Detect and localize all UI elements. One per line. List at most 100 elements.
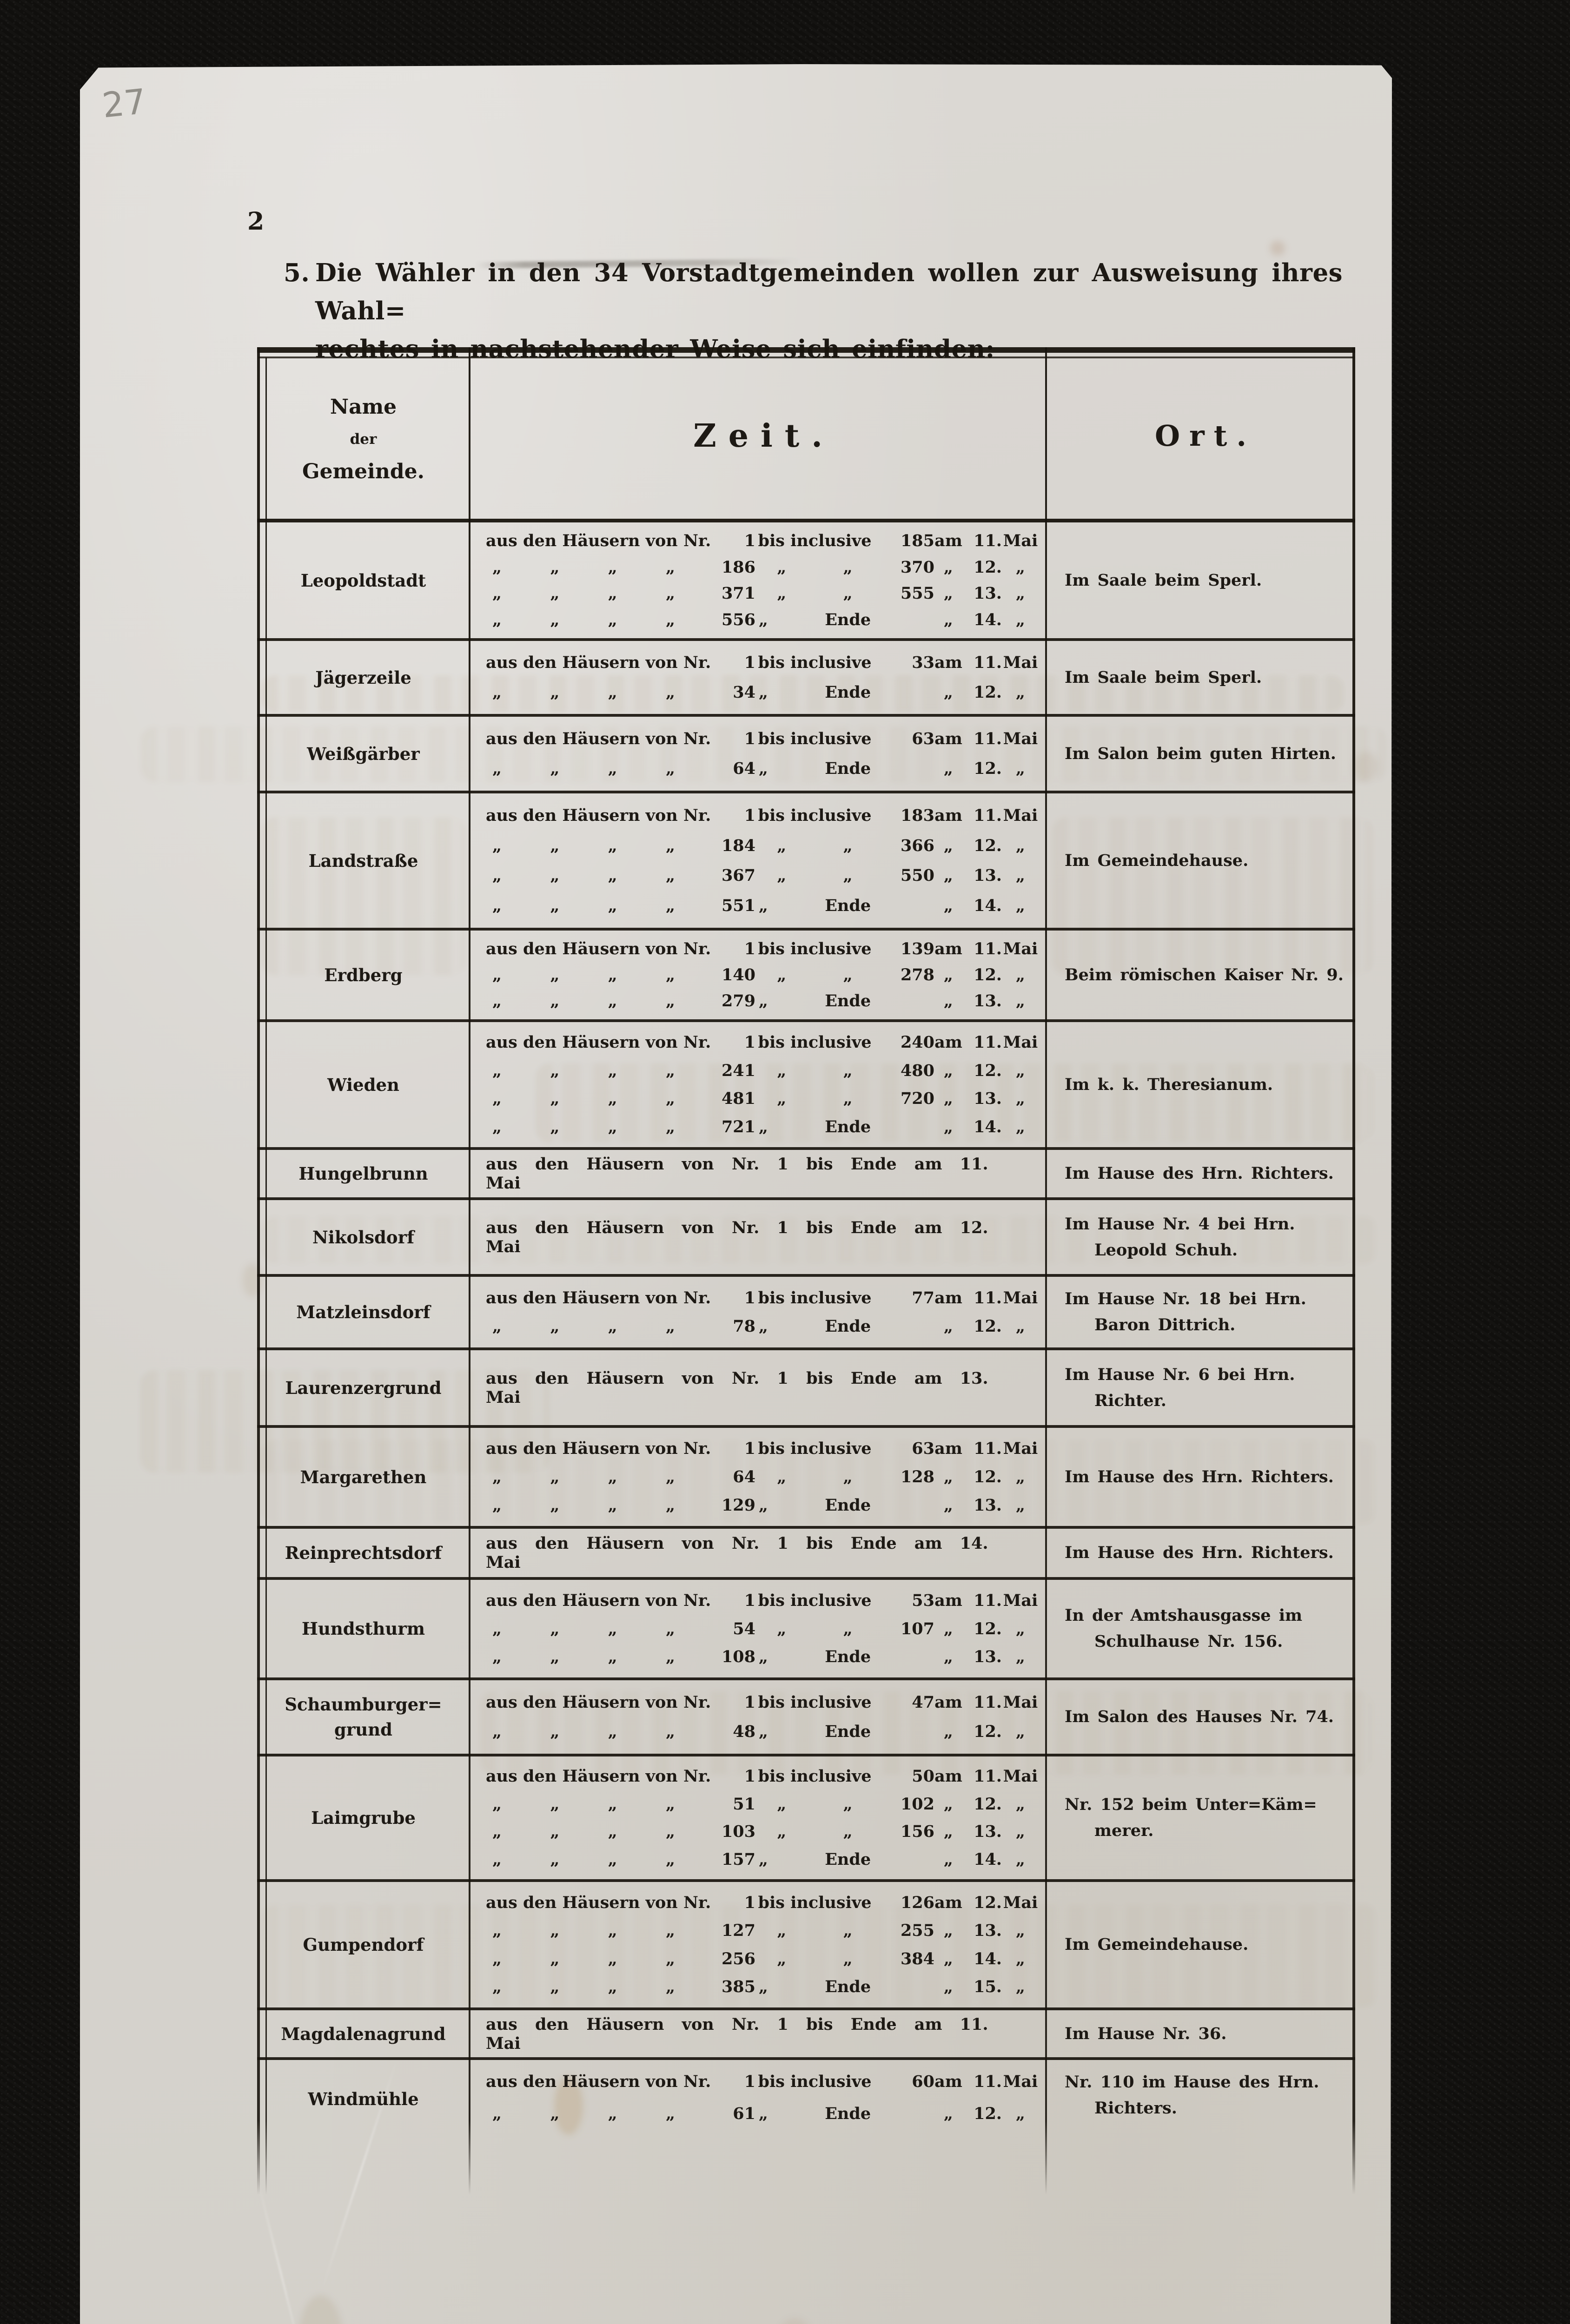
- zeit-segment: 12.: [974, 1061, 1002, 1080]
- zeit-segment: am: [934, 531, 962, 551]
- zeit-segment: 77: [912, 1288, 934, 1307]
- gemeinde-name-line: Jägerzeile: [315, 667, 411, 688]
- zeit-segment: 15.: [974, 1977, 1002, 1997]
- zeit-segment: 1: [744, 939, 755, 958]
- zeit-segment: 240: [900, 1033, 934, 1052]
- schedule-table: Name der Gemeinde. Zeit. Ort. Leopoldsta…: [257, 347, 1355, 2195]
- zeit-segment: 556: [721, 610, 755, 629]
- zeit-segment: 1: [744, 653, 755, 673]
- zeit-segment: „ „: [777, 1089, 853, 1109]
- zeit-segment: Mai: [1003, 1767, 1038, 1786]
- zeit-segment: 721: [721, 1117, 755, 1136]
- zeit-segment: aus den Häusern von Nr.: [486, 531, 711, 551]
- zeit-line: aus den Häusern von Nr. 1 bis inclusive 33 a…: [486, 653, 1039, 672]
- gemeinde-name-line: Reinprechtsdorf: [285, 1543, 442, 1563]
- zeit-segment: 13.: [974, 1647, 1002, 1667]
- table-row: Jägerzeile aus den Häusern von Nr. 1 bis in…: [257, 641, 1355, 717]
- zeit-segment: 140: [721, 965, 755, 984]
- zeit-segment: „ „: [777, 1794, 853, 1814]
- zeit-segment: „ „: [777, 866, 853, 885]
- zeit-segment: 14.: [974, 1849, 1002, 1869]
- header-name-line: der: [350, 430, 377, 448]
- ort-cell: Im Hause Nr. 6 bei Hrn. Richter.: [1046, 1350, 1355, 1425]
- gemeinde-name-line: Laimgrube: [311, 1808, 416, 1828]
- zeit-line: „ „ „ „ 64 „ Ende „ 12. „: [486, 759, 1039, 778]
- table-divider-2: [1045, 347, 1047, 2195]
- zeit-segment: 481: [721, 1089, 755, 1109]
- zeit-cell: aus den Häusern von Nr. 1 bis inclusive 77 a…: [470, 1277, 1046, 1347]
- zeit-segment: 12.: [974, 557, 1002, 577]
- showthrough-ghost: [261, 675, 1345, 713]
- ort-line: Im Salon beim guten Hirten.: [1065, 744, 1336, 763]
- zeit-segment: „: [1015, 896, 1026, 915]
- table-row: Laimgrube aus den Häusern von Nr. 1 bis inc…: [257, 1756, 1355, 1882]
- zeit-segment: „: [943, 965, 954, 984]
- zeit-segment: 34: [733, 682, 755, 702]
- zeit-cell: aus den Häusern von Nr. 1 bis inclusive 126…: [470, 1882, 1046, 2007]
- zeit-segment: „: [1015, 1722, 1026, 1742]
- zeit-segment: 64: [733, 1467, 755, 1486]
- gemeinde-name-line: Hungelbrunn: [298, 1163, 428, 1184]
- zeit-segment: „: [1015, 1977, 1026, 1997]
- ort-cell: Im Hause Nr. 36.: [1046, 2010, 1355, 2057]
- zeit-line: aus den Häusern von Nr. 1 bis inclusive 47 a…: [486, 1693, 1039, 1712]
- ort-line: Im Hause Nr. 18 bei Hrn.: [1065, 1289, 1306, 1308]
- zeit-segment: am: [934, 653, 962, 673]
- ort-line: Im Hause Nr. 6 bei Hrn.: [1065, 1365, 1295, 1384]
- gemeinde-name-line: Laurenzergrund: [285, 1377, 442, 1398]
- zeit-segment: 1: [744, 729, 755, 748]
- ort-cell: Nr. 110 im Hause des Hrn. Richters.: [1046, 2060, 1355, 2195]
- zeit-segment: 366: [900, 836, 934, 855]
- zeit-segment: „ Ende: [758, 1117, 871, 1136]
- ort-line: Richters.: [1094, 2099, 1177, 2118]
- ort-line: Beim römischen Kaiser Nr. 9.: [1065, 965, 1344, 984]
- ort-line: Im Saale beim Sperl.: [1065, 667, 1262, 687]
- zeit-segment: 11.: [974, 1033, 1002, 1052]
- ort-line: Im Gemeindehause.: [1065, 1935, 1249, 1954]
- zeit-segment: am: [934, 1288, 962, 1307]
- zeit-line: „ „ „ „ 371 „ „ 555 „ 13. „: [486, 584, 1039, 603]
- zeit-segment: „: [943, 1647, 954, 1667]
- zeit-segment: „ „ „ „: [492, 2104, 676, 2123]
- zeit-segment: „: [1015, 991, 1026, 1010]
- gemeinde-name-cell: Schaumburger= grund: [257, 1680, 470, 1754]
- zeit-segment: 241: [721, 1061, 755, 1080]
- zeit-segment: „ „: [777, 1822, 853, 1842]
- zeit-segment: bis inclusive: [758, 1692, 872, 1712]
- zeit-segment: 278: [900, 965, 934, 984]
- zeit-segment: „ „ „ „: [492, 965, 676, 984]
- zeit-segment: 14.: [974, 1949, 1002, 1968]
- zeit-cell: aus den Häusern von Nr. 1 bis inclusive 63 a…: [470, 1428, 1046, 1526]
- ort-line: Im Salon des Hauses Nr. 74.: [1065, 1707, 1334, 1726]
- zeit-segment: 127: [721, 1921, 755, 1941]
- zeit-segment: aus den Häusern von Nr.: [486, 939, 711, 958]
- zeit-segment: 11.: [974, 1692, 1002, 1712]
- zeit-segment: 12.: [974, 1722, 1002, 1742]
- gemeinde-name-cell: Hundsthurm: [257, 1580, 470, 1677]
- zeit-segment: 14.: [974, 896, 1002, 915]
- zeit-segment: 1: [744, 1893, 755, 1912]
- zeit-line: „ „ „ „ 279 „ Ende „ 13. „: [486, 991, 1039, 1010]
- gemeinde-name-line: Gumpendorf: [303, 1934, 424, 1955]
- zeit-cell: aus den Häusern von Nr. 1 bis inclusive 53 a…: [470, 1580, 1046, 1677]
- zeit-segment: „: [1015, 682, 1026, 702]
- zeit-line: aus den Häusern von Nr. 1 bis inclusive 183…: [486, 806, 1039, 825]
- zeit-line: „ „ „ „ 481 „ „ 720 „ 13. „: [486, 1089, 1039, 1108]
- ort-cell: Im Hause Nr. 18 bei Hrn. Baron Dittrich.: [1046, 1277, 1355, 1347]
- ort-line: Im Hause des Hrn. Richters.: [1065, 1164, 1334, 1183]
- zeit-segment: Mai: [1003, 806, 1038, 825]
- document-page: 27 2 5. Die Wähler in den 34 Vorstadtgem…: [80, 64, 1392, 2324]
- zeit-segment: 11.: [974, 729, 1002, 748]
- zeit-segment: 54: [733, 1619, 755, 1638]
- ort-cell: Im Gemeindehause.: [1046, 1882, 1355, 2007]
- zeit-segment: 156: [900, 1822, 934, 1842]
- table-header-row: Name der Gemeinde. Zeit. Ort.: [257, 353, 1355, 522]
- zeit-segment: 186: [721, 557, 755, 577]
- zeit-segment: 51: [733, 1794, 755, 1814]
- showthrough-ghost: [480, 1691, 1372, 1775]
- zeit-segment: Mai: [1003, 1591, 1038, 1610]
- zeit-segment: „ „: [777, 836, 853, 855]
- zeit-segment: „: [943, 2104, 954, 2123]
- zeit-line: „ „ „ „ 34 „ Ende „ 12. „: [486, 683, 1039, 702]
